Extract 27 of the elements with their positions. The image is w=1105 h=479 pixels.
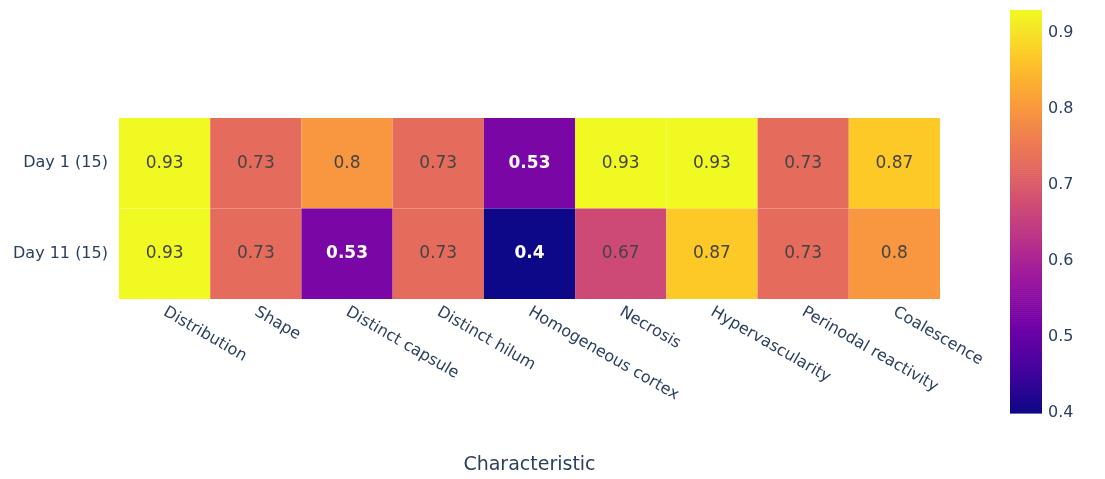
data-label: 0.73 bbox=[419, 242, 458, 263]
x-axis-title: Characteristic bbox=[463, 451, 596, 474]
data-label: 0.8 bbox=[880, 242, 908, 263]
y-tick-label: Day 11 (15) bbox=[13, 242, 108, 262]
data-label: 0.53 bbox=[326, 242, 369, 263]
data-label: 0.93 bbox=[145, 151, 184, 172]
data-label: 0.87 bbox=[875, 151, 914, 172]
color-bar-label: 0.5 bbox=[1048, 326, 1074, 346]
data-label: 0.93 bbox=[601, 151, 640, 172]
data-label: 0.4 bbox=[514, 242, 545, 263]
color-bar-label: 0.9 bbox=[1048, 21, 1074, 41]
y-tick-label: Day 1 (15) bbox=[23, 152, 108, 172]
data-label: 0.73 bbox=[784, 242, 823, 263]
color-bar-label: 0.6 bbox=[1048, 250, 1074, 270]
data-label: 0.87 bbox=[693, 242, 731, 263]
data-label: 0.73 bbox=[236, 242, 275, 263]
data-label: 0.93 bbox=[693, 151, 731, 172]
data-label: 0.73 bbox=[784, 151, 823, 172]
data-label: 0.8 bbox=[333, 151, 361, 172]
color-bar-label: 0.8 bbox=[1048, 98, 1074, 118]
data-label: 0.73 bbox=[236, 151, 275, 172]
color-bar-label: 0.7 bbox=[1048, 174, 1074, 194]
data-label: 0.73 bbox=[419, 151, 458, 172]
data-label: 0.67 bbox=[601, 242, 640, 263]
data-label: 0.93 bbox=[145, 242, 184, 263]
data-label: 0.53 bbox=[508, 151, 551, 172]
color-bar-label: 0.4 bbox=[1048, 402, 1074, 422]
